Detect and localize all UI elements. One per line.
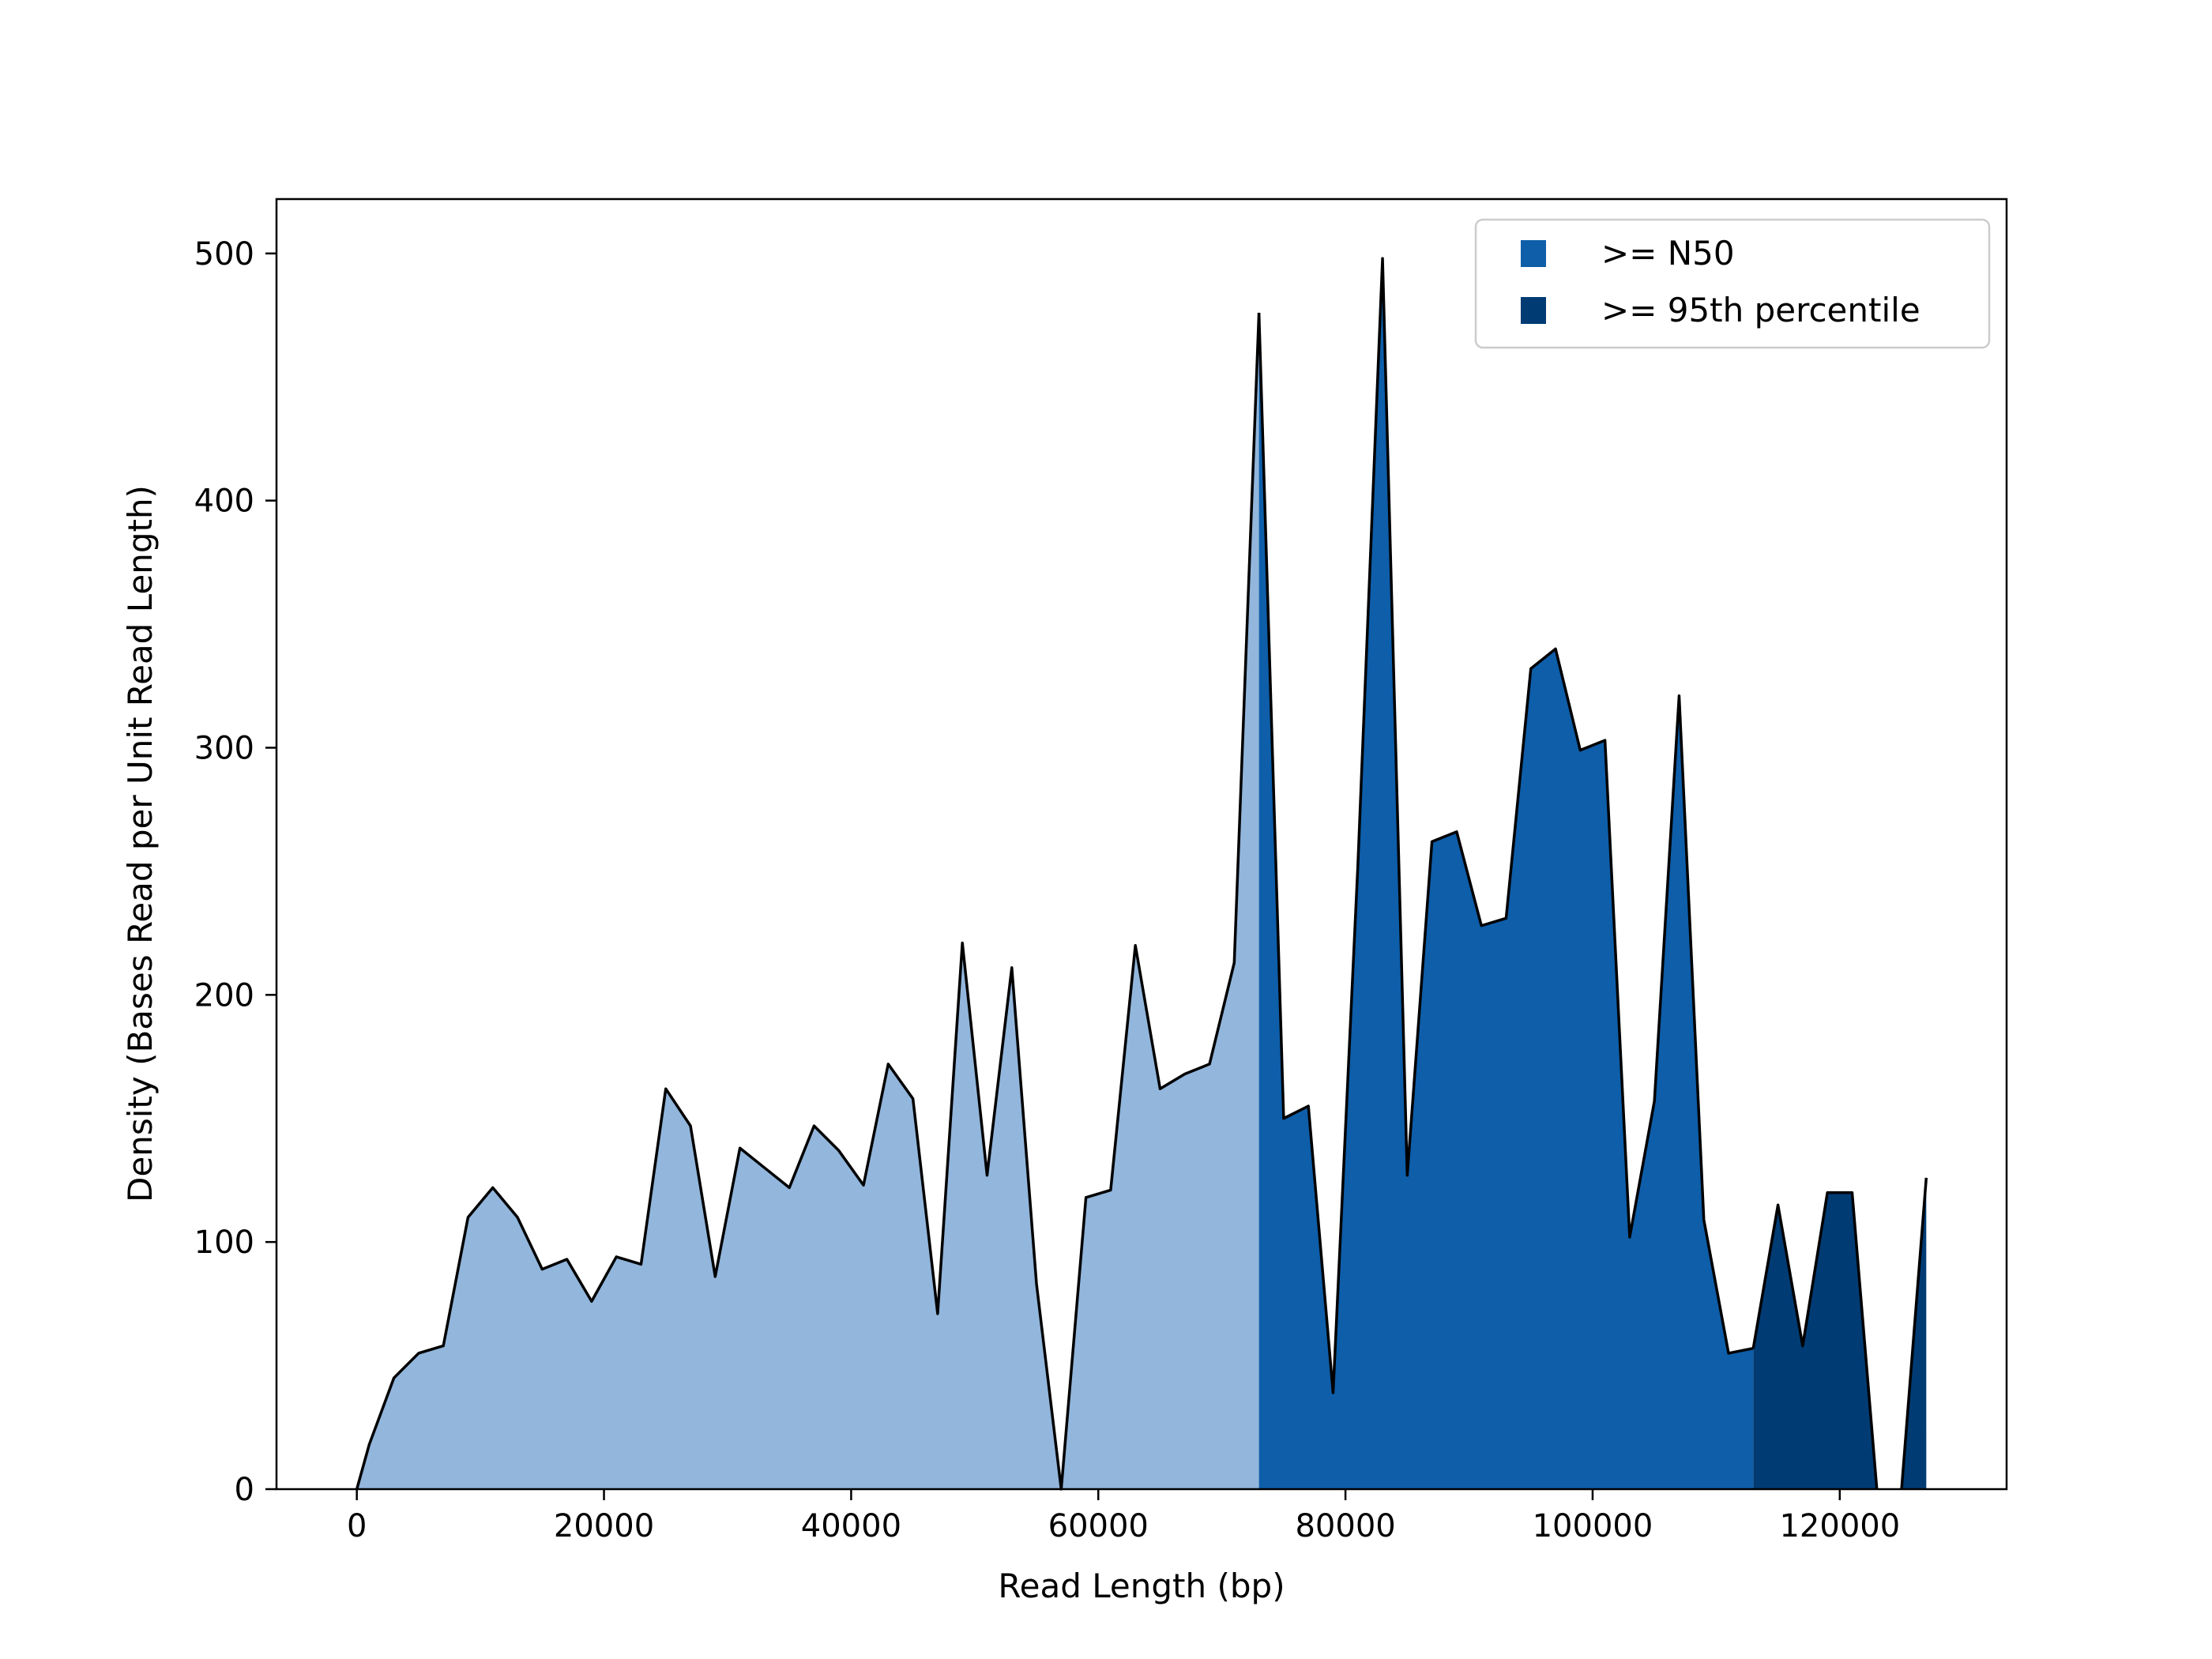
legend-swatch-p95 xyxy=(1521,297,1546,324)
area-below_n50-0 xyxy=(356,312,1259,1489)
y-axis-title: Density (Bases Read per Unit Read Length… xyxy=(121,485,160,1202)
y-tick-label: 200 xyxy=(194,977,254,1014)
x-tick-label: 100000 xyxy=(1533,1508,1653,1544)
x-axis-title: Read Length (bp) xyxy=(998,1567,1285,1605)
legend: >= N50 >= 95th percentile xyxy=(1474,218,1991,349)
x-tick-label: 40000 xyxy=(801,1508,901,1544)
outline-below_n50-0 xyxy=(355,312,1261,1491)
x-tick-label: 120000 xyxy=(1779,1508,1900,1544)
area-p95-2 xyxy=(1753,1192,1877,1489)
axes-frame xyxy=(275,198,2008,1491)
y-tick-label: 0 xyxy=(235,1472,254,1508)
legend-swatch-n50 xyxy=(1521,240,1546,267)
legend-label-p95: >= 95th percentile xyxy=(1601,291,1920,329)
x-tick-label: 80000 xyxy=(1295,1508,1395,1544)
density-area-layer xyxy=(356,258,1927,1490)
density-outline-layer xyxy=(355,257,1928,1491)
y-tick-label: 100 xyxy=(194,1224,254,1261)
outline-n50-1 xyxy=(1257,257,1754,1394)
legend-label-n50: >= N50 xyxy=(1601,234,1735,273)
legend-frame xyxy=(1474,218,1991,349)
x-tick-label: 60000 xyxy=(1048,1508,1149,1544)
y-tick-label: 300 xyxy=(194,730,254,766)
x-tick-label: 20000 xyxy=(554,1508,654,1544)
y-axis-ticks: 0 100 200 300 400 500 xyxy=(194,236,276,1508)
y-tick-label: 400 xyxy=(194,483,254,520)
area-n50-1 xyxy=(1258,258,1754,1490)
y-tick-label: 500 xyxy=(194,236,254,273)
outline-p95-3 xyxy=(1900,1177,1928,1490)
x-axis-ticks: 0 20000 40000 60000 80000 100000 120000 xyxy=(347,1489,1900,1544)
outline-p95-2 xyxy=(1751,1191,1879,1490)
x-tick-label: 0 xyxy=(347,1508,367,1544)
